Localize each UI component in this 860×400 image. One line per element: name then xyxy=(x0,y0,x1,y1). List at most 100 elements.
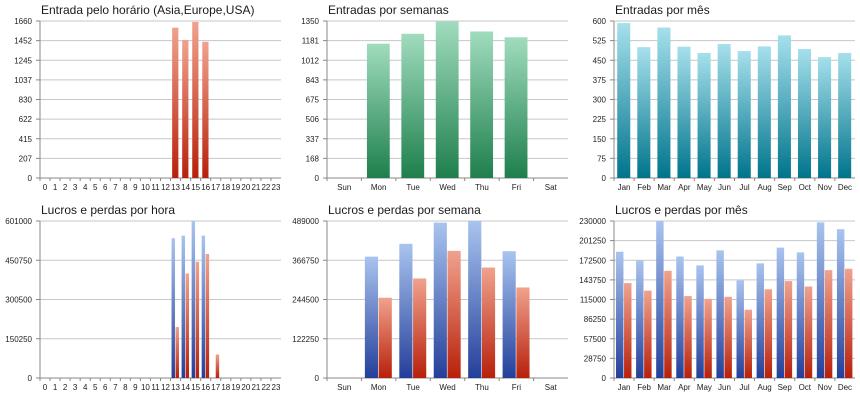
bar-perdas-17 xyxy=(215,354,220,378)
y-tick-label: 230000 xyxy=(579,217,606,226)
x-tick-label: May xyxy=(697,183,712,192)
x-tick-label: 16 xyxy=(201,383,210,392)
x-tick-label: Mon xyxy=(371,383,387,392)
bar-perdas-15 xyxy=(195,261,200,378)
y-tick-label: 300500 xyxy=(5,296,32,305)
bar-lucros-jan xyxy=(616,251,624,378)
y-tick-label: 450750 xyxy=(5,256,32,265)
bar-entradas-may xyxy=(697,52,711,178)
chart-entries-by-month: Entradas por mês 0 75 150 225 300 375 450 525 60… xyxy=(574,0,860,200)
bar-perdas-may xyxy=(704,298,712,378)
bar-perdas-aug xyxy=(764,289,773,378)
y-tick-label: 122250 xyxy=(292,335,319,344)
bar-lucros-jul xyxy=(736,280,744,378)
x-tick-label: 4 xyxy=(83,183,88,192)
bar-lucros-nov xyxy=(816,222,825,378)
y-tick-label: 506 xyxy=(306,115,320,124)
x-tick-label: 0 xyxy=(43,183,48,192)
y-tick-label: 1452 xyxy=(14,37,32,46)
x-tick-label: 17 xyxy=(211,183,220,192)
x-tick-label: 1 xyxy=(53,183,58,192)
x-tick-label: Wed xyxy=(439,383,455,392)
bar-entradas-14 xyxy=(182,39,189,178)
chart-profit-loss-by-hour: Lucros e perdas por hora 0 150250 300500 45… xyxy=(0,200,286,400)
x-tick-label: 18 xyxy=(221,383,230,392)
y-tick-label: 201250 xyxy=(579,237,606,246)
x-tick-label: 3 xyxy=(73,383,78,392)
x-tick-label: 23 xyxy=(272,183,281,192)
bar-lucros-16 xyxy=(201,235,206,378)
x-tick-label: Thu xyxy=(475,183,489,192)
bar-entradas-jul xyxy=(737,51,751,178)
x-tick-label: 14 xyxy=(181,183,190,192)
y-tick-label: 150 xyxy=(593,135,607,144)
x-tick-label: 20 xyxy=(241,183,250,192)
bar-perdas-thu xyxy=(481,267,496,378)
x-tick-label: 15 xyxy=(191,183,200,192)
y-tick-label: 75 xyxy=(597,154,606,163)
x-tick-label: Aug xyxy=(758,183,772,192)
y-tick-label: 600 xyxy=(593,17,607,26)
y-tick-label: 0 xyxy=(315,374,320,383)
chart-title: Lucros e perdas por mês xyxy=(615,203,748,217)
x-tick-label: 2 xyxy=(63,183,68,192)
y-tick-label: 150250 xyxy=(5,335,32,344)
bar-perdas-16 xyxy=(205,253,210,378)
x-tick-label: 14 xyxy=(181,383,190,392)
bar-lucros-apr xyxy=(676,256,684,378)
chart-plot: 0 122250 244500 366750 489000 Sun Mon Tue Wed Thu… xyxy=(292,217,568,392)
x-tick-label: Sep xyxy=(778,383,793,392)
bar-lucros-aug xyxy=(756,263,765,378)
bar-entradas-aug xyxy=(757,46,771,178)
bar-lucros-oct xyxy=(796,252,805,378)
y-tick-label: 415 xyxy=(19,135,33,144)
x-tick-label: Sun xyxy=(337,383,351,392)
y-tick-label: 601000 xyxy=(5,217,32,226)
bar-lucros-thu xyxy=(468,221,482,378)
y-tick-label: 525 xyxy=(593,37,607,46)
x-tick-label: 10 xyxy=(141,383,150,392)
x-tick-label: Tue xyxy=(406,183,420,192)
x-tick-label: Apr xyxy=(678,383,691,392)
x-tick-label: Dec xyxy=(838,183,852,192)
bar-perdas-jun xyxy=(724,296,732,378)
chart-profit-loss-by-weekday: Lucros e perdas por semana 0 122250 244500… xyxy=(287,200,573,400)
y-tick-label: 86250 xyxy=(584,315,607,324)
bar-perdas-nov xyxy=(824,270,833,378)
y-tick-label: 0 xyxy=(602,174,607,183)
x-tick-label: 18 xyxy=(221,183,230,192)
x-tick-label: Sat xyxy=(545,383,558,392)
x-tick-label: Mar xyxy=(657,383,671,392)
bar-entradas-mon xyxy=(366,43,390,178)
x-tick-label: Aug xyxy=(758,383,772,392)
chart-title: Lucros e perdas por hora xyxy=(41,203,176,217)
x-tick-label: 1 xyxy=(53,383,58,392)
bar-entradas-jan xyxy=(617,23,631,178)
y-tick-label: 1350 xyxy=(301,17,319,26)
x-tick-label: 21 xyxy=(251,383,260,392)
bar-entradas-wed xyxy=(435,21,459,178)
chart-title: Entradas por mês xyxy=(615,3,710,17)
bar-perdas-mar xyxy=(664,270,672,378)
y-tick-label: 168 xyxy=(306,154,320,163)
x-tick-label: 13 xyxy=(171,383,180,392)
bar-perdas-dec xyxy=(844,268,853,378)
bar-perdas-apr xyxy=(684,296,692,378)
bar-lucros-fri xyxy=(502,251,516,378)
x-tick-label: 17 xyxy=(211,383,220,392)
x-tick-label: 2 xyxy=(63,383,68,392)
y-tick-label: 207 xyxy=(19,154,33,163)
y-tick-label: 675 xyxy=(306,96,320,105)
x-tick-label: 5 xyxy=(93,383,98,392)
chart-entries-by-hour: Entrada pelo horário (Asia,Europe,USA) 0… xyxy=(0,0,286,200)
bar-entradas-nov xyxy=(818,57,832,178)
x-tick-label: 7 xyxy=(113,383,118,392)
x-tick-label: 0 xyxy=(43,383,48,392)
bar-entradas-feb xyxy=(637,47,651,178)
x-tick-label: Feb xyxy=(637,383,651,392)
bar-perdas-feb xyxy=(644,290,652,378)
x-tick-label: 19 xyxy=(231,183,240,192)
x-tick-label: 6 xyxy=(103,183,108,192)
